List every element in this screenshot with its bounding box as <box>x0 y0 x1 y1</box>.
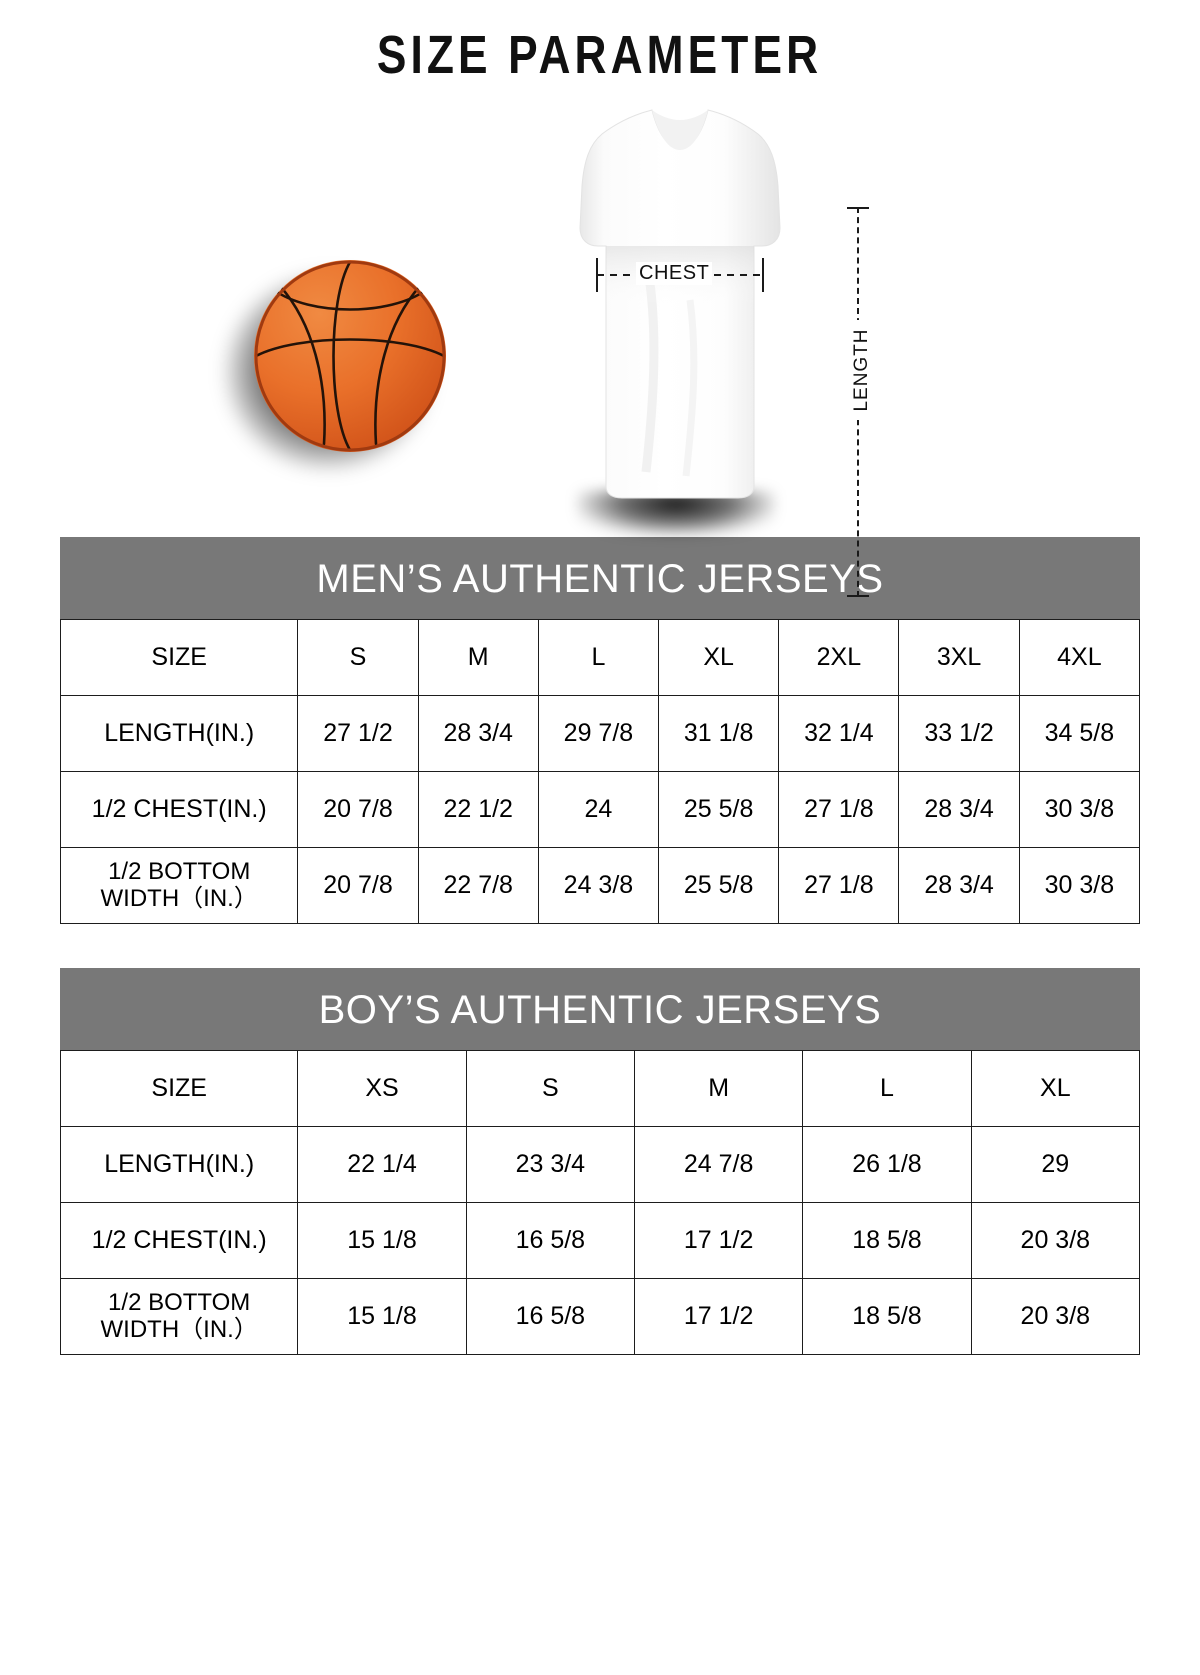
column-header-cell: XL <box>970 1050 1141 1127</box>
measurement-cell: 18 5/8 <box>802 1278 972 1355</box>
chest-measure-line <box>596 258 764 292</box>
measurement-cell: 30 3/8 <box>1018 847 1141 924</box>
measurement-cell: 24 3/8 <box>537 847 660 924</box>
column-header-cell: 2XL <box>778 619 900 696</box>
measurement-cell: 20 3/8 <box>970 1278 1141 1355</box>
measurement-cell: 26 1/8 <box>802 1126 972 1203</box>
measurement-cell: 23 3/4 <box>465 1126 636 1203</box>
measurement-cell: 17 1/2 <box>633 1278 804 1355</box>
table-row: LENGTH(IN.) 22 1/4 23 3/4 24 7/8 26 1/8 29 <box>59 1126 1141 1203</box>
measurement-cell: 29 7/8 <box>537 695 660 772</box>
measurement-cell: 31 1/8 <box>658 695 780 772</box>
measurement-cell: 27 1/8 <box>778 847 900 924</box>
table-header-row: SIZE S M L XL 2XL 3XL 4XL <box>59 619 1141 696</box>
column-header-cell: XS <box>297 1050 467 1127</box>
measurement-cell: 25 5/8 <box>658 847 780 924</box>
measurement-cell: 29 <box>970 1126 1141 1203</box>
row-label-cell: 1/2 CHEST(IN.) <box>59 771 299 848</box>
measurement-cell: 18 5/8 <box>802 1202 972 1279</box>
measurement-cell: 16 5/8 <box>465 1202 636 1279</box>
table-row: 1/2 BOTTOM WIDTH（IN.） 20 7/8 22 7/8 24 3/8 25… <box>59 847 1141 924</box>
row-label-cell: LENGTH(IN.) <box>59 695 299 772</box>
measurement-cell: 33 1/2 <box>898 695 1020 772</box>
page-title: SIZE PARAMETER <box>377 25 823 85</box>
measurement-cell: 17 1/2 <box>633 1202 804 1279</box>
measurement-cell: 20 7/8 <box>297 771 419 848</box>
table-row: 1/2 CHEST(IN.) 20 7/8 22 1/2 24 25 5/8 27 1/8… <box>59 771 1141 848</box>
measurement-cell: 15 1/8 <box>297 1202 467 1279</box>
measurement-cell: 22 1/4 <box>297 1126 467 1203</box>
page-header: SIZE PARAMETER <box>0 0 1200 82</box>
column-header-cell: 3XL <box>898 619 1020 696</box>
length-label: LENGTH <box>847 320 877 420</box>
column-header-cell: L <box>802 1050 972 1127</box>
table-row: 1/2 CHEST(IN.) 15 1/8 16 5/8 17 1/2 18 5/8 20… <box>59 1202 1141 1279</box>
column-header-cell: S <box>465 1050 636 1127</box>
table-row: 1/2 BOTTOM WIDTH（IN.） 15 1/8 16 5/8 17 1/2 18… <box>59 1278 1141 1355</box>
row-label-cell: LENGTH(IN.) <box>59 1126 299 1203</box>
table-row: LENGTH(IN.) 27 1/2 28 3/4 29 7/8 31 1/8 32 1/… <box>59 695 1141 772</box>
column-header-cell: M <box>417 619 539 696</box>
size-table-mens: SIZE S M L XL 2XL 3XL 4XL LENGTH(IN.) 27 1/2 28 3/… <box>59 619 1141 924</box>
measurement-cell: 22 7/8 <box>417 847 539 924</box>
measurement-cell: 32 1/4 <box>778 695 900 772</box>
measurement-cell: 28 3/4 <box>898 771 1020 848</box>
basketball-icon <box>254 260 446 452</box>
measurement-cell: 20 7/8 <box>297 847 419 924</box>
product-diagram-area: CHEST LENGTH <box>0 82 1200 597</box>
jersey-illustration: CHEST <box>540 100 820 536</box>
measurement-cell: 16 5/8 <box>465 1278 636 1355</box>
measurement-cell: 25 5/8 <box>658 771 780 848</box>
length-measure-group: LENGTH <box>845 207 905 597</box>
column-header-cell: 4XL <box>1018 619 1141 696</box>
size-table-block-boys: BOY’S AUTHENTIC JERSEYS SIZE XS S M L XL LENGTH… <box>59 968 1141 1355</box>
measurement-cell: 27 1/8 <box>778 771 900 848</box>
column-header-cell: SIZE <box>59 1050 299 1127</box>
measurement-cell: 24 7/8 <box>633 1126 804 1203</box>
measurement-cell: 22 1/2 <box>417 771 539 848</box>
table-header-row: SIZE XS S M L XL <box>59 1050 1141 1127</box>
column-header-cell: L <box>537 619 660 696</box>
length-cap-bottom <box>847 595 869 597</box>
basketball-illustration <box>208 252 468 482</box>
measurement-cell: 28 3/4 <box>417 695 539 772</box>
table-band-title-mens: MEN’S AUTHENTIC JERSEYS <box>60 537 1140 619</box>
measurement-cell: 24 <box>537 771 660 848</box>
measurement-cell: 34 5/8 <box>1018 695 1141 772</box>
measurement-cell: 15 1/8 <box>297 1278 467 1355</box>
chest-label: CHEST <box>636 262 713 285</box>
column-header-cell: M <box>633 1050 804 1127</box>
measurement-cell: 20 3/8 <box>970 1202 1141 1279</box>
column-header-cell: XL <box>658 619 780 696</box>
row-label-cell: 1/2 BOTTOM WIDTH（IN.） <box>59 847 299 924</box>
row-label-cell: 1/2 CHEST(IN.) <box>59 1202 299 1279</box>
size-tables-root: MEN’S AUTHENTIC JERSEYS SIZE S M L XL 2XL 3XL 4X… <box>0 537 1200 1355</box>
column-header-cell: S <box>297 619 419 696</box>
measurement-cell: 27 1/2 <box>297 695 419 772</box>
measurement-cell: 30 3/8 <box>1018 771 1141 848</box>
size-table-boys: SIZE XS S M L XL LENGTH(IN.) 22 1/4 23 3/4 24 7/8… <box>59 1050 1141 1355</box>
size-table-block-mens: MEN’S AUTHENTIC JERSEYS SIZE S M L XL 2XL 3XL 4X… <box>59 537 1141 924</box>
row-label-cell: 1/2 BOTTOM WIDTH（IN.） <box>59 1278 299 1355</box>
measurement-cell: 28 3/4 <box>898 847 1020 924</box>
table-band-title-boys: BOY’S AUTHENTIC JERSEYS <box>60 968 1140 1050</box>
column-header-cell: SIZE <box>59 619 299 696</box>
